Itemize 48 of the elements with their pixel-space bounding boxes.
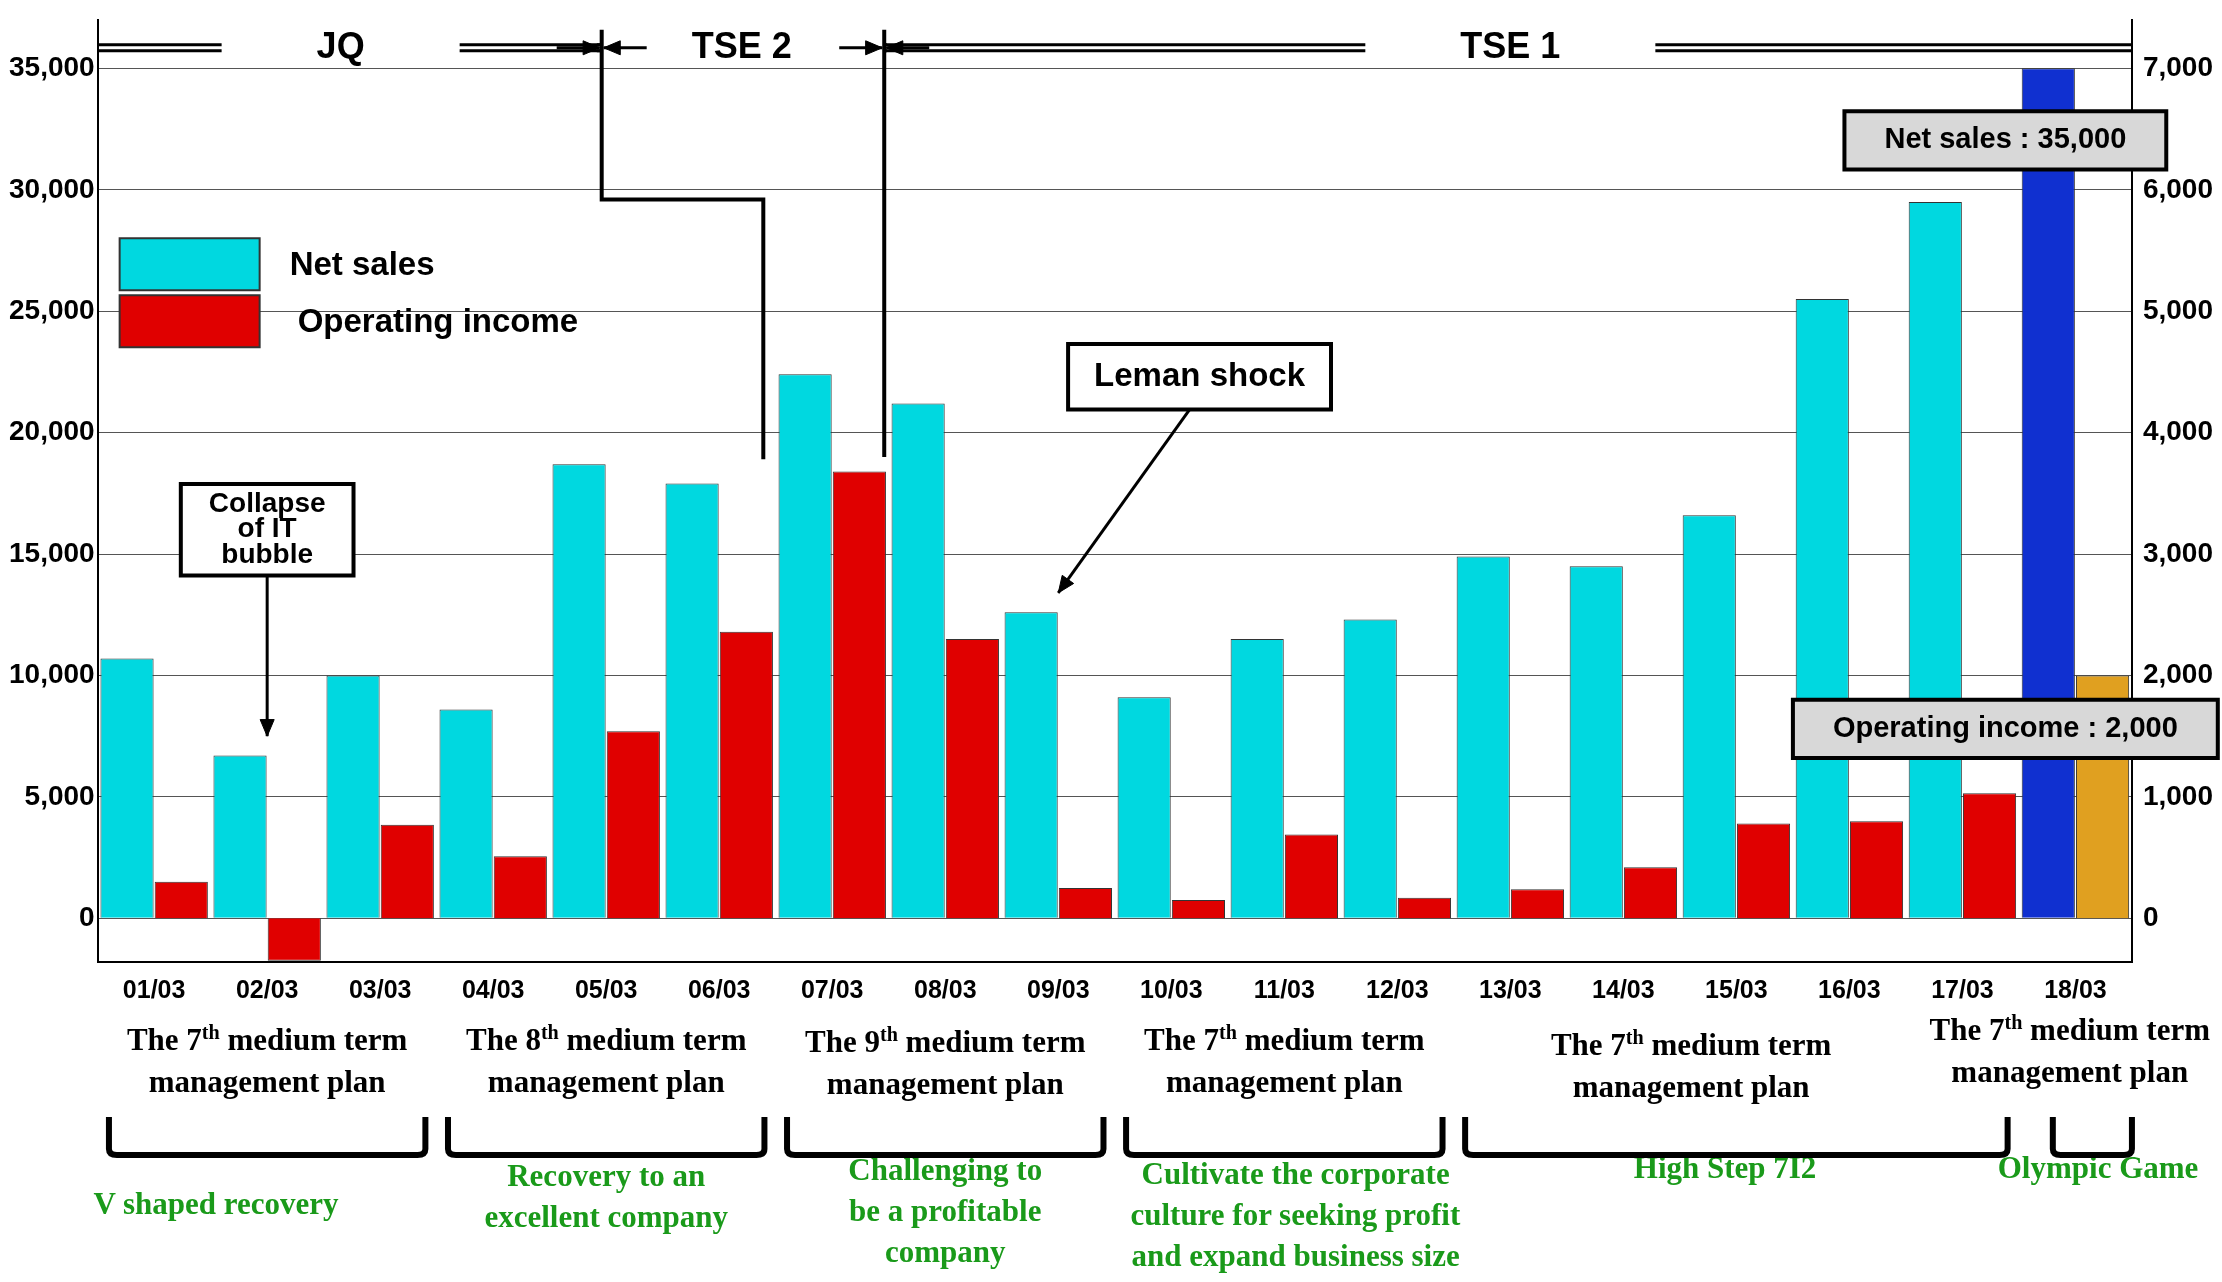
legend-label: Operating income — [297, 302, 579, 340]
annotation: JQ — [316, 24, 365, 66]
y2-tick-label: 4,000 — [2142, 415, 2214, 447]
x-tick-label: 15/03 — [1705, 974, 1768, 1003]
x-tick-label: 06/03 — [687, 974, 751, 1003]
annotation: Net sales : 35,000 — [1884, 122, 2127, 155]
x-tick-label: 07/03 — [800, 974, 864, 1003]
y2-tick-label: 7,000 — [2142, 51, 2214, 83]
y2-tick-label: 0 — [2142, 901, 2159, 933]
y2-tick-label: 2,000 — [2142, 658, 2214, 690]
annotation: TSE 2 — [691, 24, 792, 66]
x-tick-label: 09/03 — [1027, 974, 1090, 1003]
x-tick-label: 11/03 — [1253, 974, 1315, 1003]
x-tick-label: 14/03 — [1592, 974, 1655, 1003]
y-tick-label: 15,000 — [9, 536, 95, 568]
y-tick-label: 25,000 — [9, 293, 95, 325]
x-tick-label: 17/03 — [1931, 974, 1994, 1003]
annotation: Leman shock — [1094, 355, 1306, 393]
x-tick-label: 10/03 — [1140, 974, 1203, 1003]
text: Cultivate the corporate culture for seeking profit and expand business size — [1130, 1156, 1461, 1273]
y-tick-label: 5,000 — [24, 779, 95, 811]
y2-tick-label: 3,000 — [2142, 536, 2214, 568]
x-tick-label: 01/03 — [122, 974, 186, 1003]
legend-label: Net sales — [289, 245, 435, 283]
text: Recovery to an excellent company — [484, 1158, 729, 1234]
y-tick-label: 35,000 — [9, 51, 95, 83]
x-tick-label: 12/03 — [1366, 974, 1429, 1003]
x-tick-label: 03/03 — [348, 974, 412, 1003]
x-tick-label: 08/03 — [913, 974, 977, 1003]
annotation: Operating income : 2,000 — [1832, 710, 2178, 743]
x-tick-label: 18/03 — [2044, 974, 2107, 1003]
x-tick-label: 05/03 — [574, 974, 638, 1003]
text: Olympic Game — [1997, 1150, 2199, 1185]
text: Challenging to be a profitable company — [848, 1152, 1043, 1269]
y-tick-label: 20,000 — [9, 415, 95, 447]
y2-tick-label: 6,000 — [2142, 172, 2214, 204]
x-tick-label: 16/03 — [1818, 974, 1881, 1003]
annotation: Collapse of IT bubble — [208, 487, 326, 569]
annotation: TSE 1 — [1460, 24, 1561, 66]
y2-tick-label: 5,000 — [2142, 293, 2214, 325]
y-tick-label: 30,000 — [9, 172, 95, 204]
x-tick-label: 13/03 — [1479, 974, 1542, 1003]
y-tick-label: 0 — [79, 901, 95, 933]
y-tick-label: 10,000 — [9, 658, 95, 690]
text: V shaped recovery — [93, 1186, 340, 1221]
x-tick-label: 02/03 — [235, 974, 299, 1003]
y2-tick-label: 1,000 — [2142, 779, 2214, 811]
x-tick-label: 04/03 — [461, 974, 525, 1003]
